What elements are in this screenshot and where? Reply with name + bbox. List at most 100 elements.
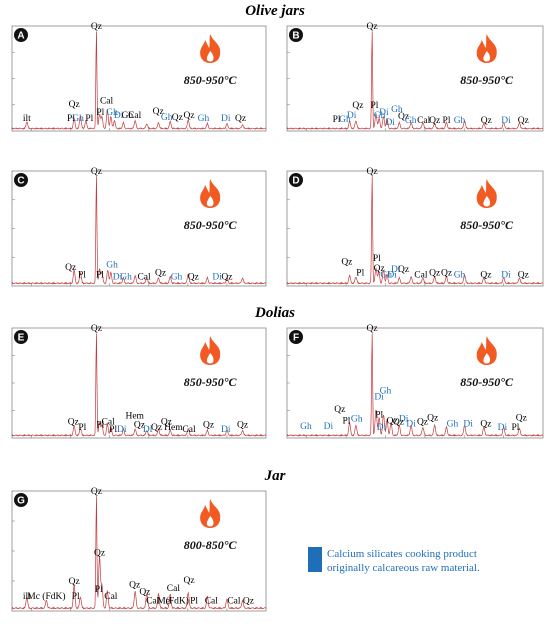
flame-icon-inner xyxy=(483,353,491,364)
mineral-label: Pl xyxy=(96,271,104,281)
mineral-label: Qz xyxy=(161,418,172,428)
xrd-panel-g: G 800-850°C ilt Mc (FdK) Qz Pl Qz Qz Pl Cal Qz Qz Ca… xyxy=(0,485,270,625)
flame-icon-inner xyxy=(206,516,214,527)
mineral-label: Qz xyxy=(367,22,378,32)
calcium-silicate-label: Gh xyxy=(339,115,351,125)
calcium-silicate-label: Gh xyxy=(72,114,84,124)
xrd-panel-e: E 850-950°C Qz Pl Qz Pl Cal Pl Di Hem Qz Di Qz Qz Hem C… xyxy=(0,322,270,452)
mineral-label: Cal xyxy=(104,592,118,602)
mineral-label: Cal xyxy=(100,96,114,106)
mineral-label: Qz xyxy=(183,111,194,121)
mineral-label: Cal xyxy=(182,425,196,435)
calcium-silicate-label: Di xyxy=(501,271,511,281)
calcium-silicate-label: Di xyxy=(377,423,387,433)
mineral-label: Mc (FdK) xyxy=(27,591,65,602)
diffraction-trace xyxy=(286,333,544,437)
temperature-label: 850-950°C xyxy=(184,218,238,232)
calcium-silicate-label: Di xyxy=(221,114,231,124)
section-title-dolias: Dolias xyxy=(254,305,295,321)
mineral-label: Pl xyxy=(96,421,104,431)
diffraction-trace xyxy=(11,31,267,130)
mineral-label: Qz xyxy=(429,268,440,278)
panel-letter: E xyxy=(18,333,25,344)
mineral-label: Qz xyxy=(69,100,80,110)
calcium-silicate-label: Di xyxy=(374,393,384,403)
panel-letter-circle xyxy=(14,493,28,507)
calcium-silicate-label: Gh xyxy=(380,271,392,281)
mineral-label: ilt xyxy=(23,592,31,602)
mineral-label: Qz xyxy=(69,577,80,587)
panel-letter-badge: E xyxy=(14,330,28,344)
calcium-silicate-label: Gh xyxy=(300,422,312,432)
mineral-label: Qz xyxy=(91,487,102,497)
panel-letter-circle xyxy=(289,173,303,187)
mineral-label: Qz xyxy=(518,271,529,281)
mineral-label: Qz xyxy=(91,22,102,32)
flame-icon xyxy=(200,499,221,528)
mineral-label: Qz xyxy=(243,596,254,606)
mineral-label: Qz xyxy=(183,576,194,586)
temperature-label: 850-950°C xyxy=(184,73,238,87)
flame-icon-inner xyxy=(483,51,491,62)
panel-letter: B xyxy=(292,31,299,42)
panel-letter-circle xyxy=(289,28,303,42)
mineral-label: Pl xyxy=(78,271,86,281)
flame-icon-inner xyxy=(483,196,491,207)
calcium-silicate-label: Di xyxy=(117,425,127,435)
calcium-silicate-label: Gh xyxy=(106,108,118,118)
mineral-label: Qz xyxy=(237,421,248,431)
legend-line-2: originally calcareous raw material. xyxy=(327,562,480,574)
panel-letter-badge: A xyxy=(14,28,28,42)
mineral-label: Pl xyxy=(78,423,86,433)
flame-icon xyxy=(476,336,497,365)
mineral-label: Qz xyxy=(139,587,150,597)
mineral-label: Pl xyxy=(72,592,80,602)
calcium-silicate-label: Gh xyxy=(380,386,392,396)
mineral-label: Qz xyxy=(387,417,398,427)
calcium-silicate-label: Gh xyxy=(454,116,466,126)
mineral-label: Pl xyxy=(373,254,381,264)
calcium-silicate-label: Gh xyxy=(198,114,210,124)
calcium-silicate-label: Gh xyxy=(391,105,403,115)
panel-letter: D xyxy=(292,176,299,187)
section-title-jar: Jar xyxy=(264,468,286,484)
flame-icon-inner xyxy=(206,196,214,207)
mineral-label: Pl xyxy=(67,114,75,124)
panel-letter-badge: F xyxy=(289,330,303,344)
panel-letter: A xyxy=(17,31,24,42)
mineral-label: Qz xyxy=(334,405,345,415)
mineral-label: (FdK) xyxy=(166,595,189,606)
mineral-label: Qz xyxy=(134,421,145,431)
mineral-label: Pl xyxy=(356,268,364,278)
mineral-label: Pl xyxy=(443,116,451,126)
mineral-label: Qz xyxy=(91,167,102,177)
calcium-silicate-label: Gh xyxy=(454,271,466,281)
flame-icon-inner xyxy=(206,51,214,62)
calcium-silicate-label: Di xyxy=(143,425,153,435)
mineral-label: Pl xyxy=(333,115,341,125)
calcium-silicate-label: Di xyxy=(324,422,334,432)
diffraction-trace xyxy=(286,176,544,285)
calcium-silicate-label: Gh xyxy=(374,111,386,121)
mineral-label: Qz xyxy=(516,413,527,423)
panel-letter-circle xyxy=(14,330,28,344)
mineral-label: Qz xyxy=(68,418,79,428)
legend-line-1: Calcium silicates cooking product xyxy=(327,548,477,560)
mineral-label: Qz xyxy=(441,268,452,278)
mineral-label: Pl xyxy=(370,101,378,111)
calcium-silicate-label: Gh xyxy=(405,116,417,126)
mineral-label: Qz xyxy=(129,580,140,590)
calcium-silicate-label: Di xyxy=(391,265,401,275)
calcium-silicate-label: Di xyxy=(399,414,409,424)
legend-swatch xyxy=(308,547,322,572)
calcium-silicate-label: Di xyxy=(212,273,222,283)
diffraction-trace xyxy=(11,333,267,437)
mineral-label: Hem xyxy=(164,423,183,433)
mineral-label: Cal xyxy=(167,584,181,594)
calcium-silicate-label: Di xyxy=(385,118,395,128)
mineral-label: Qz xyxy=(374,264,385,274)
mineral-label: Qz xyxy=(398,265,409,275)
calcium-silicate-label: Di xyxy=(347,111,357,121)
panel-letter-circle xyxy=(14,28,28,42)
mineral-label: Pl xyxy=(343,417,351,427)
